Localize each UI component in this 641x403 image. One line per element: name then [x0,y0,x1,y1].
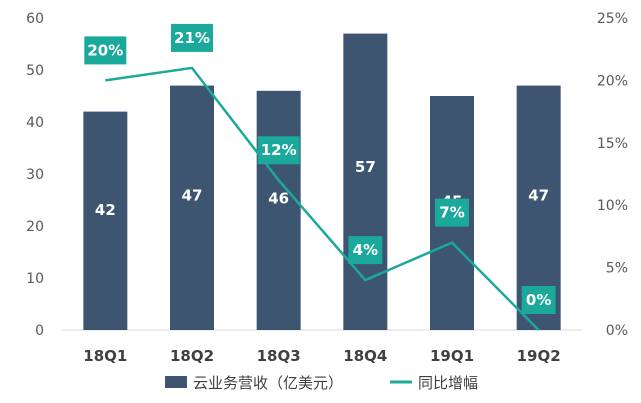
category-label: 18Q4 [343,347,387,365]
right-tick-label: 5% [606,261,628,277]
right-axis-ticks: 0% 5% 10% 15% 20% 25% [597,11,628,339]
left-tick-label: 30 [26,167,44,183]
legend: 云业务营收（亿美元） 同比增幅 [165,374,478,392]
bar [170,85,214,330]
left-tick-label: 40 [26,115,44,131]
growth-label-text: 12% [261,141,297,159]
growth-label-box [171,23,213,52]
growth-label-box [348,236,383,265]
growth-label-text: 20% [87,41,123,59]
growth-data-label: 7% [435,198,469,227]
right-tick-label: 10% [597,198,628,214]
growth-label-box [435,198,469,227]
legend-label-revenue: 云业务营收（亿美元） [193,374,343,392]
bar-value-label: 47 [528,187,549,205]
left-tick-label: 50 [26,63,44,79]
left-tick-label: 60 [26,11,44,27]
left-tick-label: 10 [26,271,44,287]
category-label: 18Q2 [170,347,214,365]
category-label: 18Q1 [83,347,127,365]
bar [256,90,301,330]
growth-label-box [257,136,300,165]
growth-line [105,66,540,331]
bar-value-label: 46 [268,189,289,207]
right-tick-label: 0% [606,323,628,339]
legend-swatch-revenue [165,376,187,388]
bar [343,33,388,330]
left-tick-label: 20 [26,219,44,235]
growth-label-box [84,36,127,65]
category-label: 19Q2 [517,347,561,365]
bar-data-labels: 424746574547 [95,158,549,219]
bar [83,111,128,330]
category-label: 18Q3 [257,347,301,365]
bar-value-label: 47 [182,187,203,205]
right-tick-label: 15% [597,136,628,152]
growth-data-label: 12% [257,136,300,165]
growth-data-label: 21% [171,23,213,52]
growth-label-text: 7% [439,204,464,222]
legend-label-growth: 同比增幅 [418,374,478,392]
line-data-labels: 20% 21% 12% 4% 7% 0% [84,23,556,314]
category-labels: 18Q1 18Q2 18Q3 18Q4 19Q1 19Q2 [83,347,560,365]
growth-label-text: 21% [174,29,210,47]
growth-data-label: 20% [84,36,127,65]
bar-series [83,33,561,330]
left-tick-label: 0 [35,323,44,339]
growth-label-box [521,286,556,314]
bar-value-label: 57 [355,158,376,176]
right-tick-label: 25% [597,11,628,27]
growth-label-text: 0% [526,291,551,309]
left-axis-ticks: 0 10 20 30 40 50 60 [26,11,44,339]
growth-data-label: 4% [348,236,383,265]
growth-label-text: 4% [353,241,378,259]
growth-data-label: 0% [521,286,556,314]
right-tick-label: 20% [597,73,628,89]
bar-value-label: 42 [95,201,116,219]
category-label: 19Q1 [430,347,474,365]
